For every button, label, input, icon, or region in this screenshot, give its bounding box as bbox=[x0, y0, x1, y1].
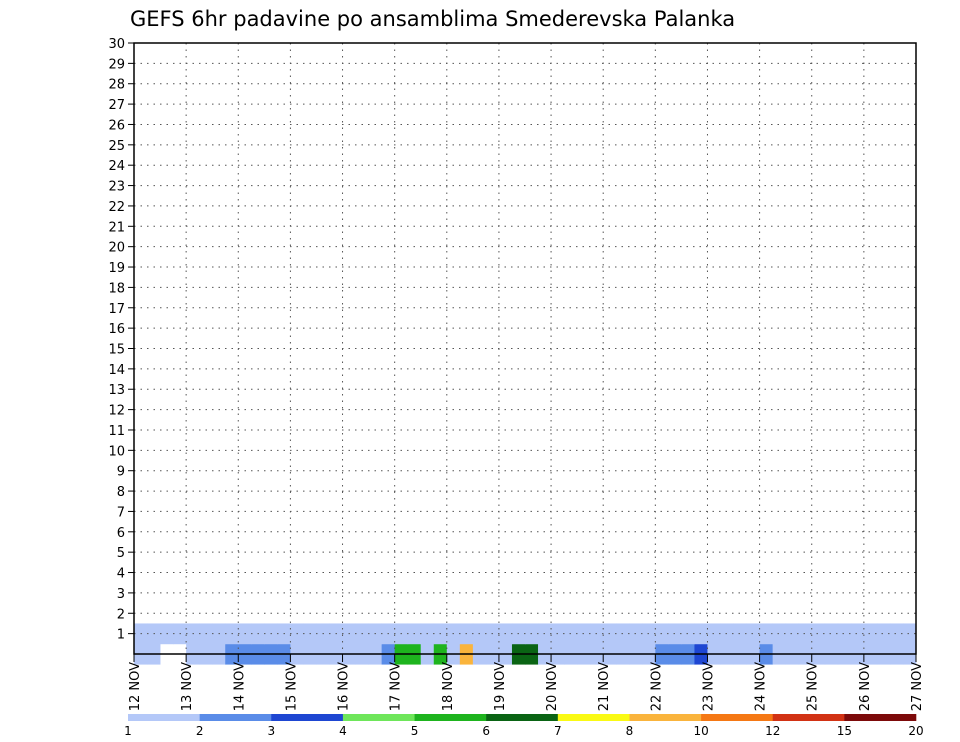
x-tick-label: 20 NOV bbox=[545, 662, 560, 711]
x-tick-label: 26 NOV bbox=[858, 662, 873, 711]
y-tick-label: 21 bbox=[108, 220, 125, 235]
x-tick-label: 19 NOV bbox=[493, 662, 508, 711]
colorbar-segment bbox=[414, 714, 487, 721]
y-tick-label: 16 bbox=[108, 322, 125, 337]
x-tick-label: 13 NOV bbox=[180, 662, 195, 711]
heatmap-cell bbox=[850, 623, 865, 645]
heatmap-cell bbox=[863, 623, 878, 645]
heatmap-cell bbox=[733, 623, 747, 645]
heatmap-cells bbox=[134, 623, 917, 665]
heatmap-cell bbox=[837, 623, 852, 645]
y-tick-label: 28 bbox=[108, 78, 125, 93]
y-tick-label: 4 bbox=[117, 567, 125, 582]
colorbar-segment bbox=[629, 714, 702, 721]
heatmap-cell bbox=[655, 623, 669, 645]
x-tick-label: 22 NOV bbox=[649, 662, 664, 711]
x-tick-label: 16 NOV bbox=[337, 662, 352, 711]
y-axis: 1234567891011121314151617181920212223242… bbox=[108, 37, 134, 643]
y-tick-label: 19 bbox=[108, 261, 125, 276]
heatmap-cell bbox=[694, 623, 708, 645]
y-tick-label: 25 bbox=[108, 139, 125, 154]
y-tick-label: 7 bbox=[117, 505, 125, 520]
heatmap-cell bbox=[798, 623, 813, 645]
x-axis: 12 NOV 13 NOV 14 NOV 15 NOV 16 NOV 17 NOV 18 N… bbox=[128, 654, 925, 711]
chart-title: GEFS 6hr padavine po ansamblima Smederev… bbox=[130, 7, 735, 31]
y-tick-label: 8 bbox=[117, 485, 125, 500]
x-tick-label: 14 NOV bbox=[232, 662, 247, 711]
colorbar-label: 5 bbox=[411, 724, 419, 738]
colorbar-segment bbox=[844, 714, 917, 721]
y-tick-label: 20 bbox=[108, 241, 125, 256]
x-tick-label: 25 NOV bbox=[806, 662, 821, 711]
heatmap-cell bbox=[772, 623, 787, 645]
colorbar-label: 3 bbox=[267, 724, 275, 738]
heatmap-cell bbox=[889, 623, 904, 645]
y-tick-label: 23 bbox=[108, 180, 125, 195]
colorbar-label: 6 bbox=[482, 724, 490, 738]
x-tick-label: 24 NOV bbox=[754, 662, 769, 711]
heatmap-cell bbox=[707, 623, 721, 645]
y-tick-label: 30 bbox=[108, 37, 125, 52]
grid-lines bbox=[134, 42, 916, 654]
y-tick-label: 13 bbox=[108, 383, 125, 398]
colorbar-label: 20 bbox=[908, 724, 923, 738]
colorbar: 1 2 3 4 5 6 7 8 10 12 15 20 bbox=[124, 714, 924, 738]
y-tick-label: 6 bbox=[117, 526, 125, 541]
x-tick-label: 12 NOV bbox=[128, 662, 143, 711]
y-tick-label: 5 bbox=[117, 546, 125, 561]
heatmap-cell bbox=[642, 623, 656, 645]
heatmap-cell bbox=[902, 623, 917, 645]
heatmap-cell bbox=[759, 623, 774, 645]
colorbar-segment bbox=[701, 714, 774, 721]
y-tick-label: 22 bbox=[108, 200, 125, 215]
y-tick-label: 14 bbox=[108, 363, 125, 378]
colorbar-segment bbox=[271, 714, 344, 721]
colorbar-segment bbox=[128, 714, 200, 721]
colorbar-segment bbox=[772, 714, 845, 721]
colorbar-label: 2 bbox=[196, 724, 204, 738]
y-tick-label: 2 bbox=[117, 607, 125, 622]
colorbar-segment bbox=[199, 714, 272, 721]
heatmap-cell bbox=[681, 623, 695, 645]
y-tick-label: 9 bbox=[117, 465, 125, 480]
heatmap-cell bbox=[824, 623, 839, 645]
x-tick-label: 18 NOV bbox=[441, 662, 456, 711]
y-tick-label: 27 bbox=[108, 98, 125, 113]
colorbar-label: 15 bbox=[837, 724, 852, 738]
colorbar-label: 7 bbox=[554, 724, 562, 738]
y-tick-label: 12 bbox=[108, 404, 125, 419]
y-tick-label: 18 bbox=[108, 281, 125, 296]
x-tick-label: 21 NOV bbox=[597, 662, 612, 711]
colorbar-segment bbox=[486, 714, 559, 721]
heatmap-cell bbox=[720, 623, 734, 645]
colorbar-label: 1 bbox=[124, 724, 132, 738]
y-tick-label: 24 bbox=[108, 159, 125, 174]
colorbar-label: 8 bbox=[626, 724, 634, 738]
x-tick-label: 15 NOV bbox=[284, 662, 299, 711]
y-tick-label: 3 bbox=[117, 587, 125, 602]
heatmap-cell bbox=[785, 623, 800, 645]
y-tick-label: 29 bbox=[108, 57, 125, 72]
y-tick-label: 11 bbox=[108, 424, 125, 439]
x-tick-label: 17 NOV bbox=[389, 662, 404, 711]
colorbar-label: 10 bbox=[693, 724, 708, 738]
heatmap-cell bbox=[811, 623, 826, 645]
y-tick-label: 1 bbox=[117, 628, 125, 643]
colorbar-segment bbox=[342, 714, 415, 721]
colorbar-label: 4 bbox=[339, 724, 347, 738]
y-tick-label: 17 bbox=[108, 302, 125, 317]
x-tick-label: 27 NOV bbox=[910, 662, 925, 711]
y-tick-label: 10 bbox=[108, 444, 125, 459]
heatmap-cell bbox=[668, 623, 682, 645]
colorbar-label: 12 bbox=[765, 724, 780, 738]
colorbar-segment bbox=[557, 714, 630, 721]
y-tick-label: 15 bbox=[108, 343, 125, 358]
heatmap-cell bbox=[746, 623, 760, 645]
x-tick-label: 23 NOV bbox=[701, 662, 716, 711]
heatmap-cell bbox=[876, 623, 891, 645]
y-tick-label: 26 bbox=[108, 118, 125, 133]
